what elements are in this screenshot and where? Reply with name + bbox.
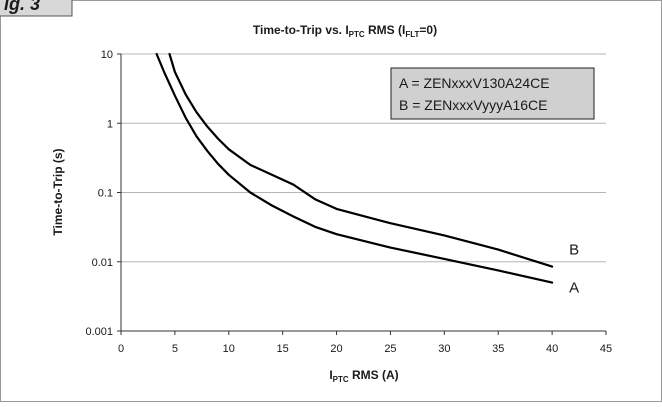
legend: A = ZENxxxV130A24CE B = ZENxxxVyyyA16CE <box>390 67 595 120</box>
x-tick-label-3: 15 <box>277 343 289 355</box>
legend-entry-a: A = ZENxxxV130A24CE <box>399 75 550 91</box>
y-tick-label-4: 10 <box>101 49 113 61</box>
x-label-main: I <box>329 368 332 382</box>
axes <box>117 53 607 335</box>
y-tick-label-2: 0.1 <box>98 188 113 200</box>
title-mid: RMS (I <box>365 23 406 37</box>
x-tick-label-1: 5 <box>172 343 178 355</box>
legend-entry-b: B = ZENxxxVyyyA16CE <box>399 97 547 113</box>
series-end-labels: AB <box>569 242 579 297</box>
y-tick-label-0: 0.001 <box>85 326 113 338</box>
x-tick-label-8: 40 <box>546 343 558 355</box>
title-end: =0) <box>419 23 437 37</box>
title-sub2: FLT <box>405 30 419 39</box>
x-label-end: RMS (A) <box>349 368 399 382</box>
series-lines <box>155 52 554 284</box>
tick-labels: 0.001 0.01 0.1 1 10 0 5 10 15 20 25 30 35 40 45 <box>85 49 612 355</box>
figure-label: ig. 3 <box>4 0 40 14</box>
x-tick-label-7: 35 <box>492 343 504 355</box>
title-sub1: PTC <box>349 30 365 39</box>
chart-title: Time-to-Trip vs. IPTC RMS (IFLT=0) <box>253 23 437 39</box>
series-label-b: B <box>569 242 579 259</box>
x-tick-label-6: 30 <box>438 343 450 355</box>
x-tick-label-9: 45 <box>600 343 612 355</box>
title-main: Time-to-Trip vs. I <box>253 23 349 37</box>
figure-label-box <box>0 0 73 17</box>
x-tick-label-2: 10 <box>223 343 235 355</box>
x-tick-label-0: 0 <box>118 343 124 355</box>
y-axis-label: Time-to-Trip (s) <box>51 148 65 235</box>
y-tick-label-3: 1 <box>107 118 113 130</box>
y-tick-label-1: 0.01 <box>92 257 113 269</box>
legend-box <box>390 67 595 120</box>
x-label-sub: PTC <box>333 375 349 384</box>
x-tick-label-5: 25 <box>384 343 396 355</box>
x-axis-label: IPTC RMS (A) <box>329 368 398 384</box>
series-line-b <box>168 52 554 268</box>
series-line-a <box>155 52 554 284</box>
series-label-a: A <box>569 280 579 297</box>
x-tick-label-4: 20 <box>330 343 342 355</box>
grid-lines <box>121 53 606 263</box>
